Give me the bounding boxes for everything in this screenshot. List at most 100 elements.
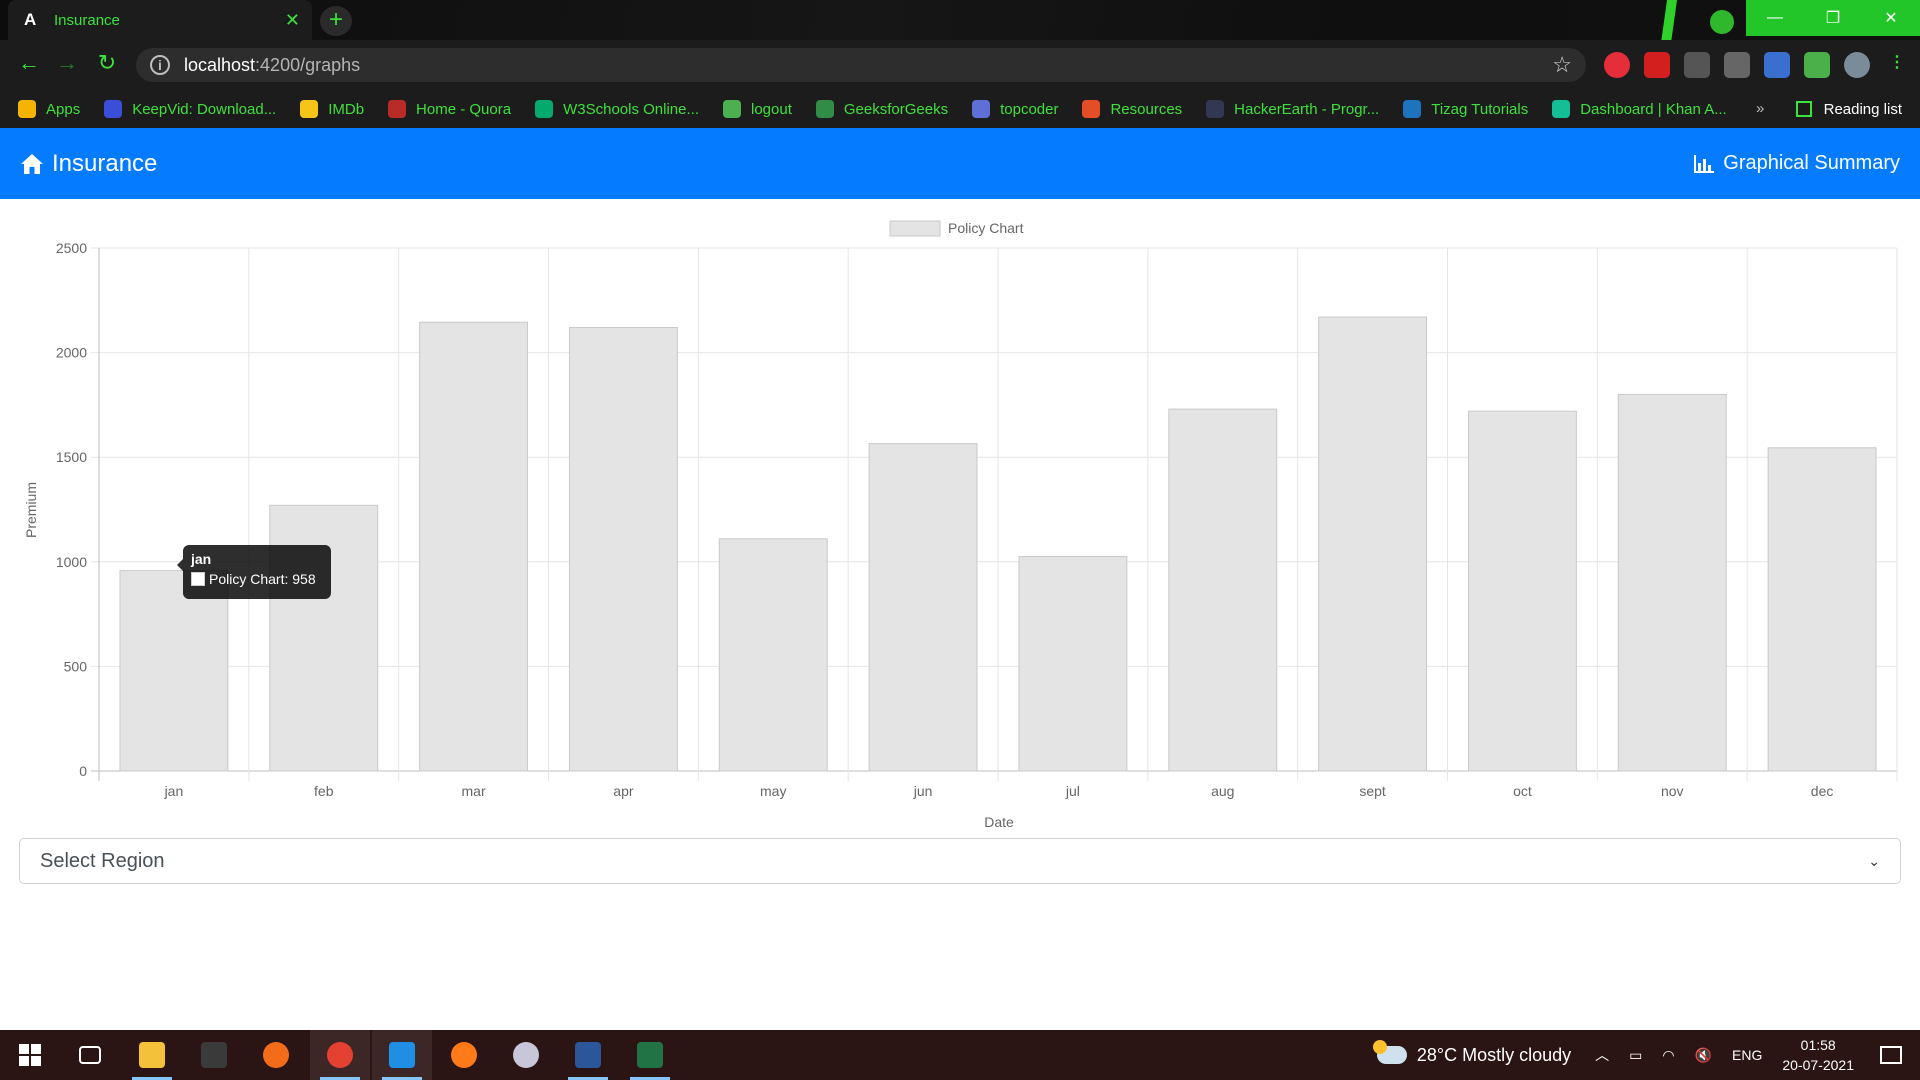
bookmark-keepvid[interactable]: KeepVid: Download... (104, 100, 276, 118)
bookmark-imdb[interactable]: IMDb (300, 100, 364, 118)
forward-arrow-icon[interactable]: → (56, 50, 78, 75)
hackerearth-icon (1206, 100, 1225, 118)
taskbar-search-app[interactable] (246, 1030, 306, 1080)
bar-jun (868, 443, 978, 772)
taskbar-predator[interactable] (184, 1030, 244, 1080)
battery-icon[interactable]: ▭ (1629, 1046, 1643, 1063)
bookmark-khan[interactable]: Dashboard | Khan A... (1552, 100, 1727, 118)
back-arrow-icon[interactable]: ← (18, 50, 40, 75)
tray-chevron-icon[interactable]: ︿ (1595, 1047, 1610, 1063)
tooltip-title: jan (191, 551, 212, 567)
x-tick-label: nov (1661, 783, 1684, 799)
w3schools-icon (535, 100, 554, 118)
avatar[interactable] (1844, 52, 1870, 78)
site-info-icon[interactable]: i (150, 55, 170, 75)
taskbar-file-explorer[interactable] (122, 1030, 182, 1080)
task-view-button[interactable] (60, 1030, 120, 1080)
extension-status-icon[interactable] (1710, 10, 1734, 34)
bookmark-tizag[interactable]: Tizag Tutorials (1403, 100, 1528, 118)
bar-apr (568, 326, 678, 772)
policy-chart: 0 500 1000 1500 2000 2500 jan feb mar apr may jun ju… (0, 199, 1920, 839)
snip-icon (513, 1042, 539, 1068)
puzzle-icon[interactable] (1804, 52, 1830, 78)
mute-icon[interactable]: 🔇 (1694, 1046, 1713, 1063)
url-bar[interactable]: i localhost:4200/graphs ☆ (136, 48, 1586, 82)
x-tick-label: jun (913, 783, 933, 799)
bookmark-w3schools[interactable]: W3Schools Online... (535, 100, 699, 118)
clock[interactable]: 01:58 20-07-2021 (1782, 1035, 1854, 1075)
bookmark-apps[interactable]: Apps (18, 100, 80, 118)
chevron-down-icon: ⌄ (1868, 852, 1880, 869)
bookmark-logout[interactable]: logout (723, 100, 792, 118)
taskbar-firefox[interactable] (434, 1030, 494, 1080)
bar-nov (1617, 393, 1727, 772)
region-select[interactable]: Select Region ⌄ (19, 838, 1901, 884)
legend-swatch[interactable] (889, 220, 941, 237)
y-tick-label: 0 (79, 763, 87, 779)
brand-link[interactable]: Insurance (20, 150, 157, 178)
browser-tab-strip: A Insurance ✕ + — ❐ ✕ (0, 0, 1920, 100)
weather-text: 28°C Mostly cloudy (1416, 1044, 1572, 1065)
x-tick-label: aug (1211, 783, 1234, 799)
menu-dots-icon[interactable]: ⋮ (1889, 54, 1905, 71)
quora-icon (388, 100, 407, 118)
more-bookmarks-chevron[interactable]: » (1756, 100, 1765, 117)
taskbar-snip[interactable] (496, 1030, 556, 1080)
bar-jul (1018, 556, 1128, 772)
close-tab-icon[interactable]: ✕ (284, 9, 300, 30)
address-bar-row: ← → ↻ i localhost:4200/graphs ☆ ⋮ (0, 40, 1920, 90)
x-tick-label: jul (1065, 783, 1080, 799)
restore-button[interactable]: ❐ (1804, 0, 1862, 36)
resources-icon (1082, 100, 1101, 118)
bookmark-quora[interactable]: Home - Quora (388, 100, 511, 118)
taskbar-vscode[interactable] (372, 1030, 432, 1080)
brand-title: Insurance (52, 149, 158, 177)
translate-icon[interactable] (1764, 52, 1790, 78)
y-tick-label: 2500 (56, 240, 87, 256)
y-tick-label: 1000 (56, 554, 87, 570)
graphical-summary-link[interactable]: Graphical Summary (1693, 152, 1900, 175)
x-tick-label: apr (613, 783, 634, 799)
x-axis-title: Date (984, 814, 1014, 830)
minimize-button[interactable]: — (1746, 0, 1804, 36)
bookmark-hackerearth[interactable]: HackerEarth - Progr... (1206, 100, 1379, 118)
topcoder-icon (972, 100, 991, 118)
wifi-icon[interactable]: ◠ (1662, 1046, 1675, 1063)
bookmark-topcoder[interactable]: topcoder (972, 100, 1058, 118)
reading-list-button[interactable]: Reading list (1795, 90, 1902, 128)
pdf-icon[interactable] (1644, 52, 1670, 78)
imdb-icon (300, 100, 319, 118)
language-indicator[interactable]: ENG (1732, 1047, 1763, 1063)
taskbar-excel[interactable] (620, 1030, 680, 1080)
bar-aug (1168, 408, 1278, 772)
taskbar-word[interactable] (558, 1030, 618, 1080)
word-icon (575, 1042, 601, 1068)
adblock-icon[interactable] (1604, 52, 1630, 78)
legend-label[interactable]: Policy Chart (948, 220, 1024, 236)
bookmark-star-icon[interactable]: ☆ (1552, 52, 1572, 77)
weather-widget[interactable]: 28°C Mostly cloudy (1372, 1040, 1572, 1066)
new-tab-button[interactable]: + (320, 6, 352, 36)
notification-icon[interactable] (1880, 1046, 1902, 1064)
search-app-icon (263, 1042, 289, 1068)
task-view-icon (79, 1046, 101, 1064)
angular-icon: A (24, 10, 37, 29)
app-navbar: Insurance Graphical Summary (0, 128, 1920, 199)
start-button[interactable] (0, 1030, 60, 1080)
chrome-icon (327, 1042, 353, 1068)
taskbar-chrome[interactable] (310, 1030, 370, 1080)
khan-icon (1552, 100, 1571, 118)
se-extension-icon[interactable] (1724, 52, 1750, 78)
browser-tab-insurance[interactable]: A Insurance ✕ (8, 0, 312, 40)
close-window-button[interactable]: ✕ (1862, 0, 1920, 36)
tizag-icon (1403, 100, 1422, 118)
clock-date: 20-07-2021 (1782, 1057, 1854, 1073)
reload-icon[interactable]: ↻ (97, 50, 117, 75)
bookmark-resources[interactable]: Resources (1082, 100, 1182, 118)
tooltip-swatch (191, 572, 205, 586)
x-tick-label: sept (1359, 783, 1386, 799)
bar-mar (419, 321, 529, 772)
globe-icon (723, 100, 741, 118)
c-extension-icon[interactable] (1684, 52, 1710, 78)
bookmark-geeksforgeeks[interactable]: GeeksforGeeks (815, 100, 948, 118)
